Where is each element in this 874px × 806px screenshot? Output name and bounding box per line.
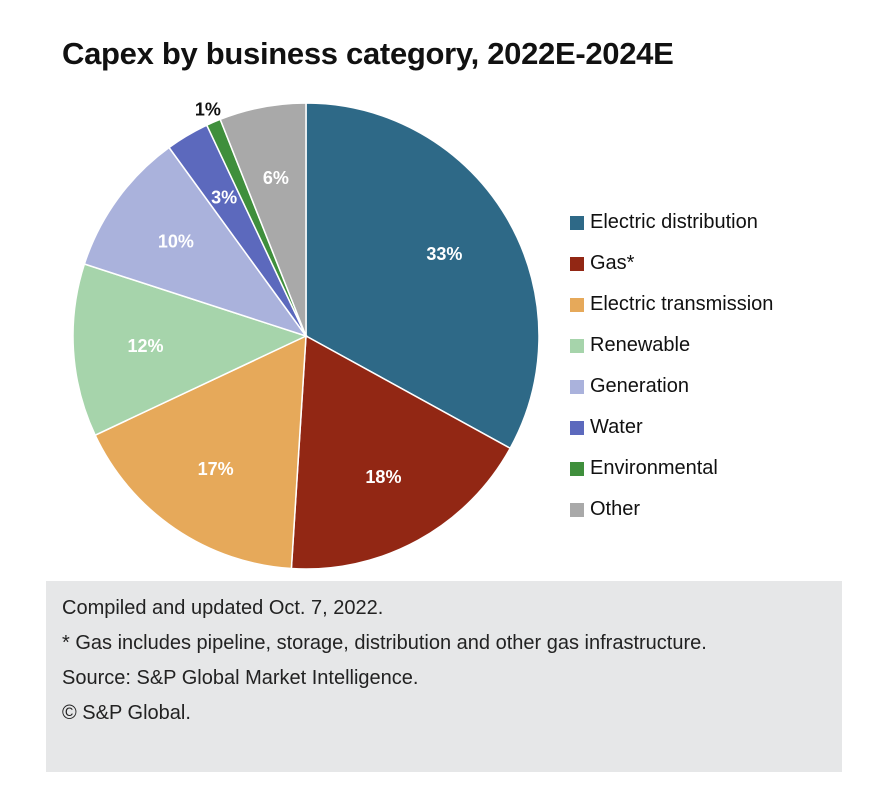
legend-label: Electric distribution	[590, 211, 758, 233]
chart-title: Capex by business category, 2022E-2024E	[62, 36, 674, 71]
chart-legend: Electric distribution Gas* Electric transm…	[570, 202, 773, 530]
gas-footnote: * Gas includes pipeline, storage, distri…	[62, 632, 707, 654]
legend-item: Generation	[570, 366, 773, 407]
slice-label: 10%	[158, 232, 194, 252]
pie-slice-electric-distribution	[305, 102, 540, 450]
slice-label: 18%	[365, 467, 401, 487]
slice-label: 3%	[211, 188, 237, 208]
pie-slice-renewable	[72, 263, 309, 437]
legend-swatch	[570, 420, 584, 435]
legend-swatch	[570, 215, 584, 230]
compiled-note: Compiled and updated Oct. 7, 2022.	[62, 597, 384, 619]
chart-notes: Compiled and updated Oct. 7, 2022. * Gas…	[46, 581, 842, 772]
legend-label: Gas*	[590, 252, 635, 274]
legend-item: Gas*	[570, 243, 773, 284]
legend-label: Environmental	[590, 457, 718, 479]
legend-item: Water	[570, 407, 773, 448]
legend-item: Renewable	[570, 325, 773, 366]
legend-swatch	[570, 338, 584, 353]
legend-label: Other	[590, 498, 641, 520]
slice-label: 12%	[128, 336, 164, 356]
pie-slice-electric-transmission	[94, 334, 307, 570]
slice-label: 17%	[198, 459, 234, 479]
slice-label: 33%	[426, 244, 462, 264]
legend-item: Electric transmission	[570, 284, 773, 325]
legend-swatch	[570, 297, 584, 312]
legend-label: Water	[590, 416, 643, 438]
legend-item: Electric distribution	[570, 202, 773, 243]
pie-slice-generation	[83, 146, 308, 338]
pie-slice-other	[219, 102, 307, 337]
pie-slice-gas	[290, 334, 512, 570]
slice-label: 6%	[263, 168, 289, 188]
legend-label: Generation	[590, 375, 689, 397]
legend-swatch	[570, 256, 584, 271]
legend-item: Other	[570, 489, 773, 530]
legend-swatch	[570, 461, 584, 476]
slice-label: 1%	[195, 99, 221, 119]
legend-item: Environmental	[570, 448, 773, 489]
legend-label: Electric transmission	[590, 293, 774, 315]
legend-swatch	[570, 502, 584, 517]
copyright-note: © S&P Global.	[62, 702, 191, 724]
legend-swatch	[570, 379, 584, 394]
source-note: Source: S&P Global Market Intelligence.	[62, 667, 419, 689]
legend-label: Renewable	[590, 334, 691, 356]
